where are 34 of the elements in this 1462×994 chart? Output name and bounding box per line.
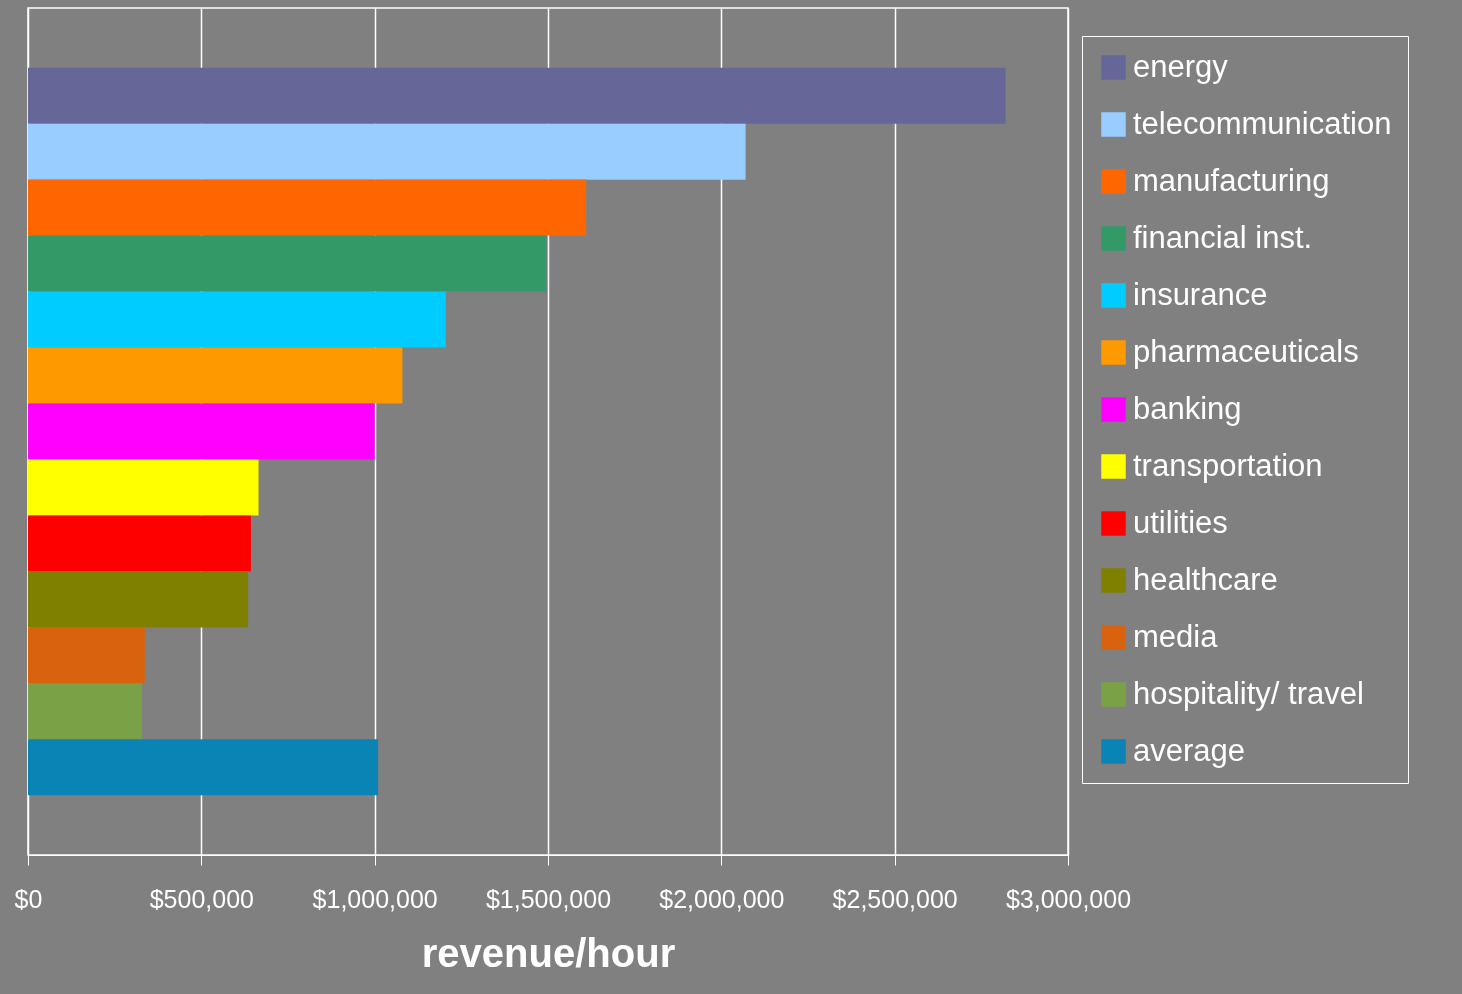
legend-label: pharmaceuticals: [1133, 333, 1359, 369]
legend-label: utilities: [1133, 504, 1228, 540]
x-tick-label: $0: [14, 884, 43, 913]
bar: [28, 627, 145, 684]
legend-label: banking: [1133, 390, 1242, 426]
x-tick-label: $1,500,000: [485, 884, 612, 913]
legend-label: energy: [1133, 48, 1229, 84]
x-axis-title: revenue/hour: [421, 930, 676, 975]
bar: [28, 291, 446, 348]
legend-label: average: [1133, 732, 1246, 768]
x-tick-label: $2,500,000: [832, 884, 958, 913]
legend-label: insurance: [1133, 276, 1268, 312]
bar: [28, 739, 379, 796]
bar: [28, 179, 587, 236]
legend-label: media: [1133, 618, 1219, 654]
x-tick-label: $1,000,000: [312, 884, 438, 913]
legend-label: hospitality/ travel: [1133, 675, 1364, 711]
bar: [28, 123, 746, 180]
bar: [28, 515, 251, 572]
x-tick-label: $3,000,000: [1005, 884, 1132, 913]
bar: [28, 571, 249, 628]
bar: [28, 347, 403, 404]
legend-label: manufacturing: [1133, 162, 1330, 198]
bar: [28, 235, 547, 292]
legend-label: transportation: [1133, 447, 1323, 483]
bar: [28, 403, 375, 460]
bar: [28, 683, 143, 740]
legend-label: telecommunication: [1133, 105, 1392, 141]
bar: [28, 459, 259, 516]
legend-label: healthcare: [1133, 561, 1278, 597]
bar: [28, 67, 1006, 124]
x-tick-label: $500,000: [149, 884, 254, 913]
legend-label: financial inst.: [1133, 219, 1313, 255]
x-tick-label: $2,000,000: [659, 884, 785, 913]
